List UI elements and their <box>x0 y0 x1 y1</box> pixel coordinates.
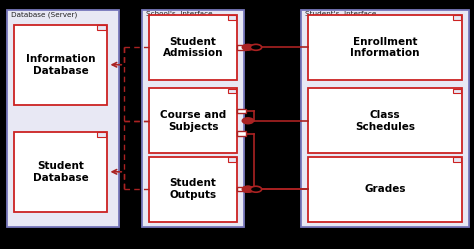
Circle shape <box>242 44 254 50</box>
Text: Student
Database: Student Database <box>33 161 88 183</box>
FancyBboxPatch shape <box>97 25 106 30</box>
FancyBboxPatch shape <box>142 10 244 227</box>
FancyBboxPatch shape <box>97 132 106 137</box>
FancyBboxPatch shape <box>453 157 461 162</box>
FancyBboxPatch shape <box>228 89 236 93</box>
FancyBboxPatch shape <box>308 157 462 222</box>
Circle shape <box>242 118 254 124</box>
Bar <box>237 45 246 50</box>
Text: Student
Admission: Student Admission <box>163 37 223 58</box>
FancyBboxPatch shape <box>453 89 461 93</box>
Text: Course and
Subjects: Course and Subjects <box>160 110 226 131</box>
FancyBboxPatch shape <box>14 25 107 105</box>
FancyBboxPatch shape <box>149 88 237 153</box>
FancyBboxPatch shape <box>301 10 469 227</box>
FancyBboxPatch shape <box>453 15 461 20</box>
FancyBboxPatch shape <box>228 157 236 162</box>
FancyBboxPatch shape <box>308 15 462 80</box>
FancyBboxPatch shape <box>308 88 462 153</box>
FancyBboxPatch shape <box>14 132 107 212</box>
Bar <box>237 109 246 113</box>
FancyBboxPatch shape <box>228 15 236 20</box>
FancyBboxPatch shape <box>7 10 118 227</box>
Bar <box>237 187 246 191</box>
Text: Information
Database: Information Database <box>26 54 95 75</box>
Text: School's  Interface: School's Interface <box>146 11 213 17</box>
Text: Grades: Grades <box>365 184 406 194</box>
Text: Database (Server): Database (Server) <box>11 11 77 18</box>
FancyBboxPatch shape <box>149 15 237 80</box>
Text: Student's  Interface: Student's Interface <box>305 11 376 17</box>
Circle shape <box>242 186 254 192</box>
Circle shape <box>250 186 262 192</box>
Circle shape <box>250 44 262 50</box>
Text: Enrollment
Information: Enrollment Information <box>350 37 420 58</box>
Bar <box>237 131 246 136</box>
FancyBboxPatch shape <box>149 157 237 222</box>
Text: Class
Schedules: Class Schedules <box>355 110 415 131</box>
Text: Student
Outputs: Student Outputs <box>170 179 217 200</box>
Circle shape <box>242 186 254 192</box>
